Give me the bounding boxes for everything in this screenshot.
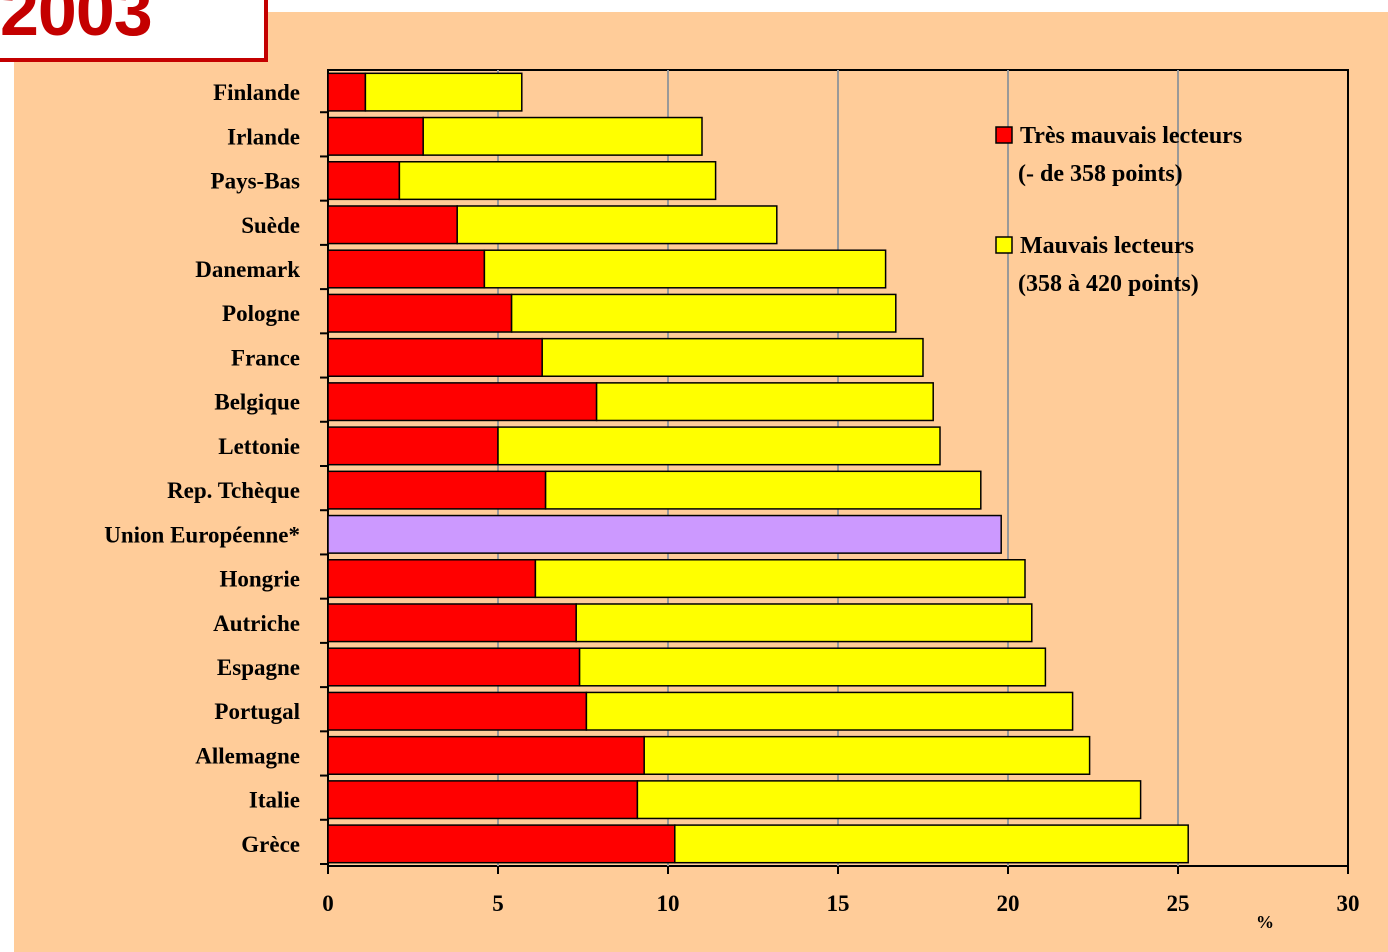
bar-poor — [510, 293, 897, 333]
bar-poor — [497, 426, 941, 466]
x-tick-label: 30 — [1337, 891, 1360, 916]
bar-very-poor — [327, 161, 401, 201]
bar-poor — [643, 735, 1091, 775]
category-label: Pays-Bas — [211, 169, 301, 194]
bar-poor — [483, 249, 887, 289]
bar-poor — [595, 382, 934, 422]
bar-poor — [674, 824, 1189, 864]
bar-very-poor — [327, 249, 486, 289]
bar-poor — [636, 780, 1142, 820]
category-label: Suède — [241, 213, 300, 238]
category-label: Italie — [249, 788, 300, 813]
bar-poor — [534, 559, 1026, 599]
category-label: France — [231, 345, 300, 370]
category-label: Grèce — [241, 832, 300, 857]
bar-very-poor — [327, 116, 424, 156]
category-label: Finlande — [213, 80, 300, 105]
bar-very-poor — [327, 559, 537, 599]
bar-poor — [541, 337, 924, 377]
year-label: 2003 — [0, 0, 153, 50]
bar-poor — [544, 470, 982, 510]
category-label: Allemagne — [195, 743, 300, 768]
category-label: Hongrie — [220, 567, 301, 592]
bar-eu-average — [327, 514, 1002, 554]
bar-poor — [578, 647, 1047, 687]
axes: Finlande Irlande Pays-Bas Suède Danemark Polo… — [104, 80, 1359, 932]
bar-very-poor — [327, 824, 676, 864]
bar-poor — [398, 161, 717, 201]
bar-very-poor — [327, 205, 458, 245]
bar-poor — [364, 72, 523, 112]
category-label: Pologne — [222, 301, 300, 326]
category-label: Autriche — [213, 611, 300, 636]
legend-sublabel-very-poor: (- de 358 points) — [1018, 161, 1183, 187]
x-tick-label: 5 — [492, 891, 504, 916]
bar-very-poor — [327, 382, 598, 422]
bar-very-poor — [327, 426, 499, 466]
legend-swatch-poor — [995, 236, 1013, 254]
category-label: Irlande — [227, 124, 300, 149]
bar-very-poor — [327, 780, 639, 820]
x-tick-label: 10 — [657, 891, 680, 916]
x-tick-label: 0 — [322, 891, 334, 916]
category-label: Portugal — [214, 699, 300, 724]
category-label: Espagne — [217, 655, 300, 680]
bar-very-poor — [327, 691, 588, 731]
x-axis-unit: % — [1256, 912, 1274, 932]
bar-poor — [456, 205, 778, 245]
category-label: Lettonie — [218, 434, 300, 459]
bar-poor — [575, 603, 1033, 643]
bar-very-poor — [327, 470, 547, 510]
category-label: Belgique — [214, 390, 300, 415]
category-label: Danemark — [195, 257, 300, 282]
year-badge: 2003 — [0, 0, 268, 62]
bar-poor — [422, 116, 703, 156]
bar-very-poor — [327, 72, 367, 112]
legend: Très mauvais lecteurs (- de 358 points) … — [995, 123, 1242, 297]
grid-lines — [497, 70, 1179, 866]
legend-label-very-poor: Très mauvais lecteurs — [1020, 123, 1242, 149]
bar-very-poor — [327, 337, 543, 377]
x-tick-label: 15 — [827, 891, 850, 916]
bar-very-poor — [327, 603, 577, 643]
x-tick-label: 20 — [997, 891, 1020, 916]
bar-very-poor — [327, 647, 581, 687]
x-tick-label: 25 — [1167, 891, 1190, 916]
category-label: Rep. Tchèque — [167, 478, 300, 503]
category-label: Union Européenne* — [104, 522, 300, 547]
legend-swatch-very-poor — [995, 126, 1013, 144]
bars — [327, 72, 1189, 864]
bar-poor — [585, 691, 1074, 731]
legend-sublabel-poor: (358 à 420 points) — [1018, 271, 1199, 297]
legend-label-poor: Mauvais lecteurs — [1020, 233, 1194, 259]
bar-very-poor — [327, 735, 645, 775]
bar-very-poor — [327, 293, 513, 333]
